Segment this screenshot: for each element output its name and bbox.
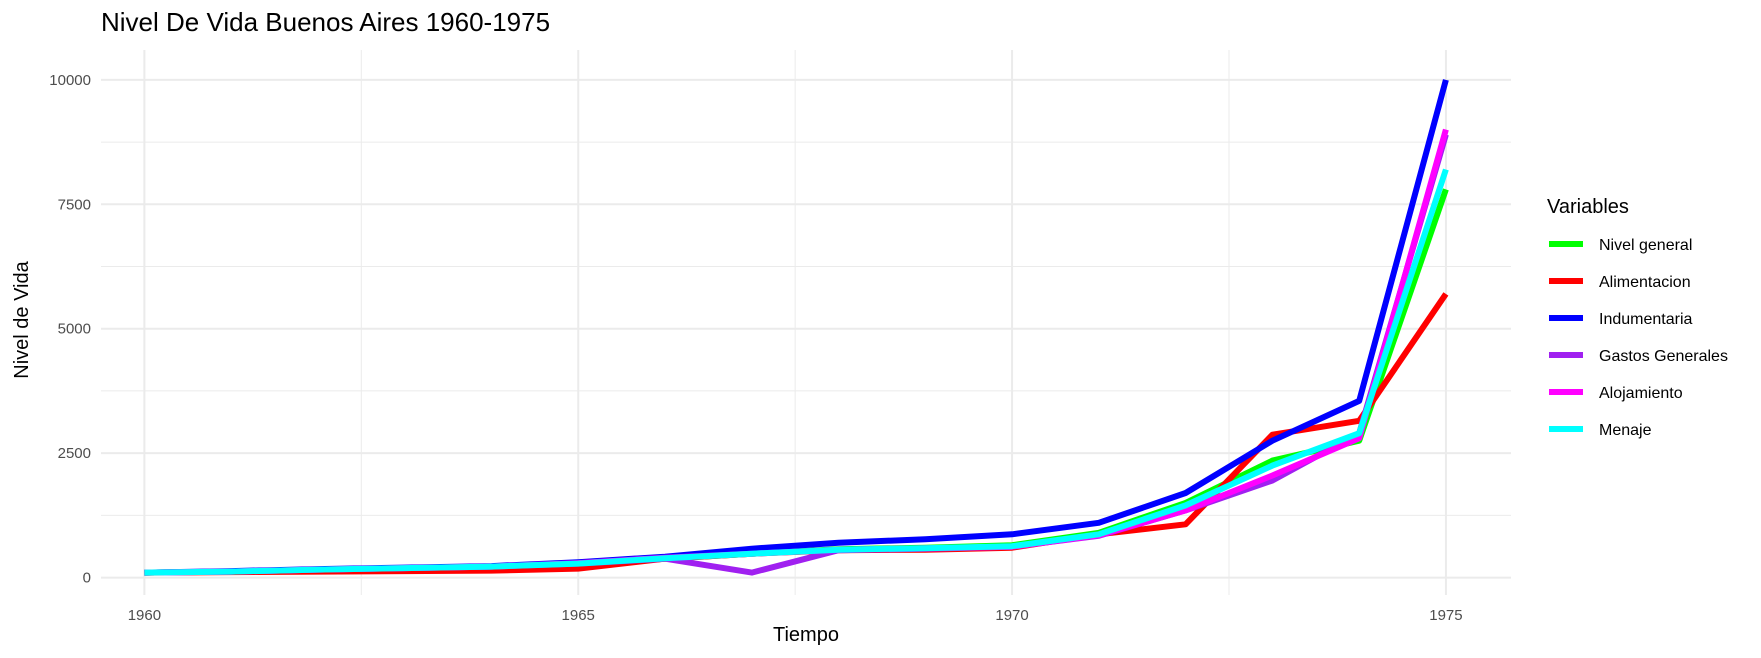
- chart-title: Nivel De Vida Buenos Aires 1960-1975: [101, 7, 550, 37]
- y-tick-label: 7500: [58, 196, 91, 213]
- grid: [101, 50, 1511, 595]
- x-tick-label: 1960: [128, 607, 161, 624]
- y-tick-label: 2500: [58, 445, 91, 462]
- y-axis-title: Nivel de Vida: [11, 260, 33, 378]
- legend-label-alojamiento: Alojamiento: [1599, 385, 1683, 402]
- legend-title: Variables: [1547, 196, 1629, 218]
- x-tick-label: 1975: [1429, 607, 1462, 624]
- x-axis-title: Tiempo: [773, 624, 839, 646]
- y-tick-label: 5000: [58, 321, 91, 338]
- x-tick-label: 1970: [995, 607, 1028, 624]
- legend-label-nivel-general: Nivel general: [1599, 237, 1692, 254]
- legend: Variables Nivel general Alimentacion Indum…: [1547, 196, 1728, 439]
- legend-items: Nivel general Alimentacion Indumentaria Gas…: [1549, 237, 1728, 439]
- legend-label-menaje: Menaje: [1599, 422, 1652, 439]
- axes: 0 2500 5000 7500 10000 1960 1965 1970 1975: [49, 72, 1462, 624]
- legend-label-gastos-generales: Gastos Generales: [1599, 348, 1728, 365]
- legend-label-alimentacion: Alimentacion: [1599, 274, 1691, 291]
- legend-label-indumentaria: Indumentaria: [1599, 311, 1692, 328]
- series-line-menaje: [144, 168, 1449, 576]
- series-lines: [144, 79, 1449, 576]
- x-tick-label: 1965: [562, 607, 595, 624]
- y-tick-label: 0: [83, 570, 91, 587]
- y-tick-label: 10000: [49, 72, 91, 89]
